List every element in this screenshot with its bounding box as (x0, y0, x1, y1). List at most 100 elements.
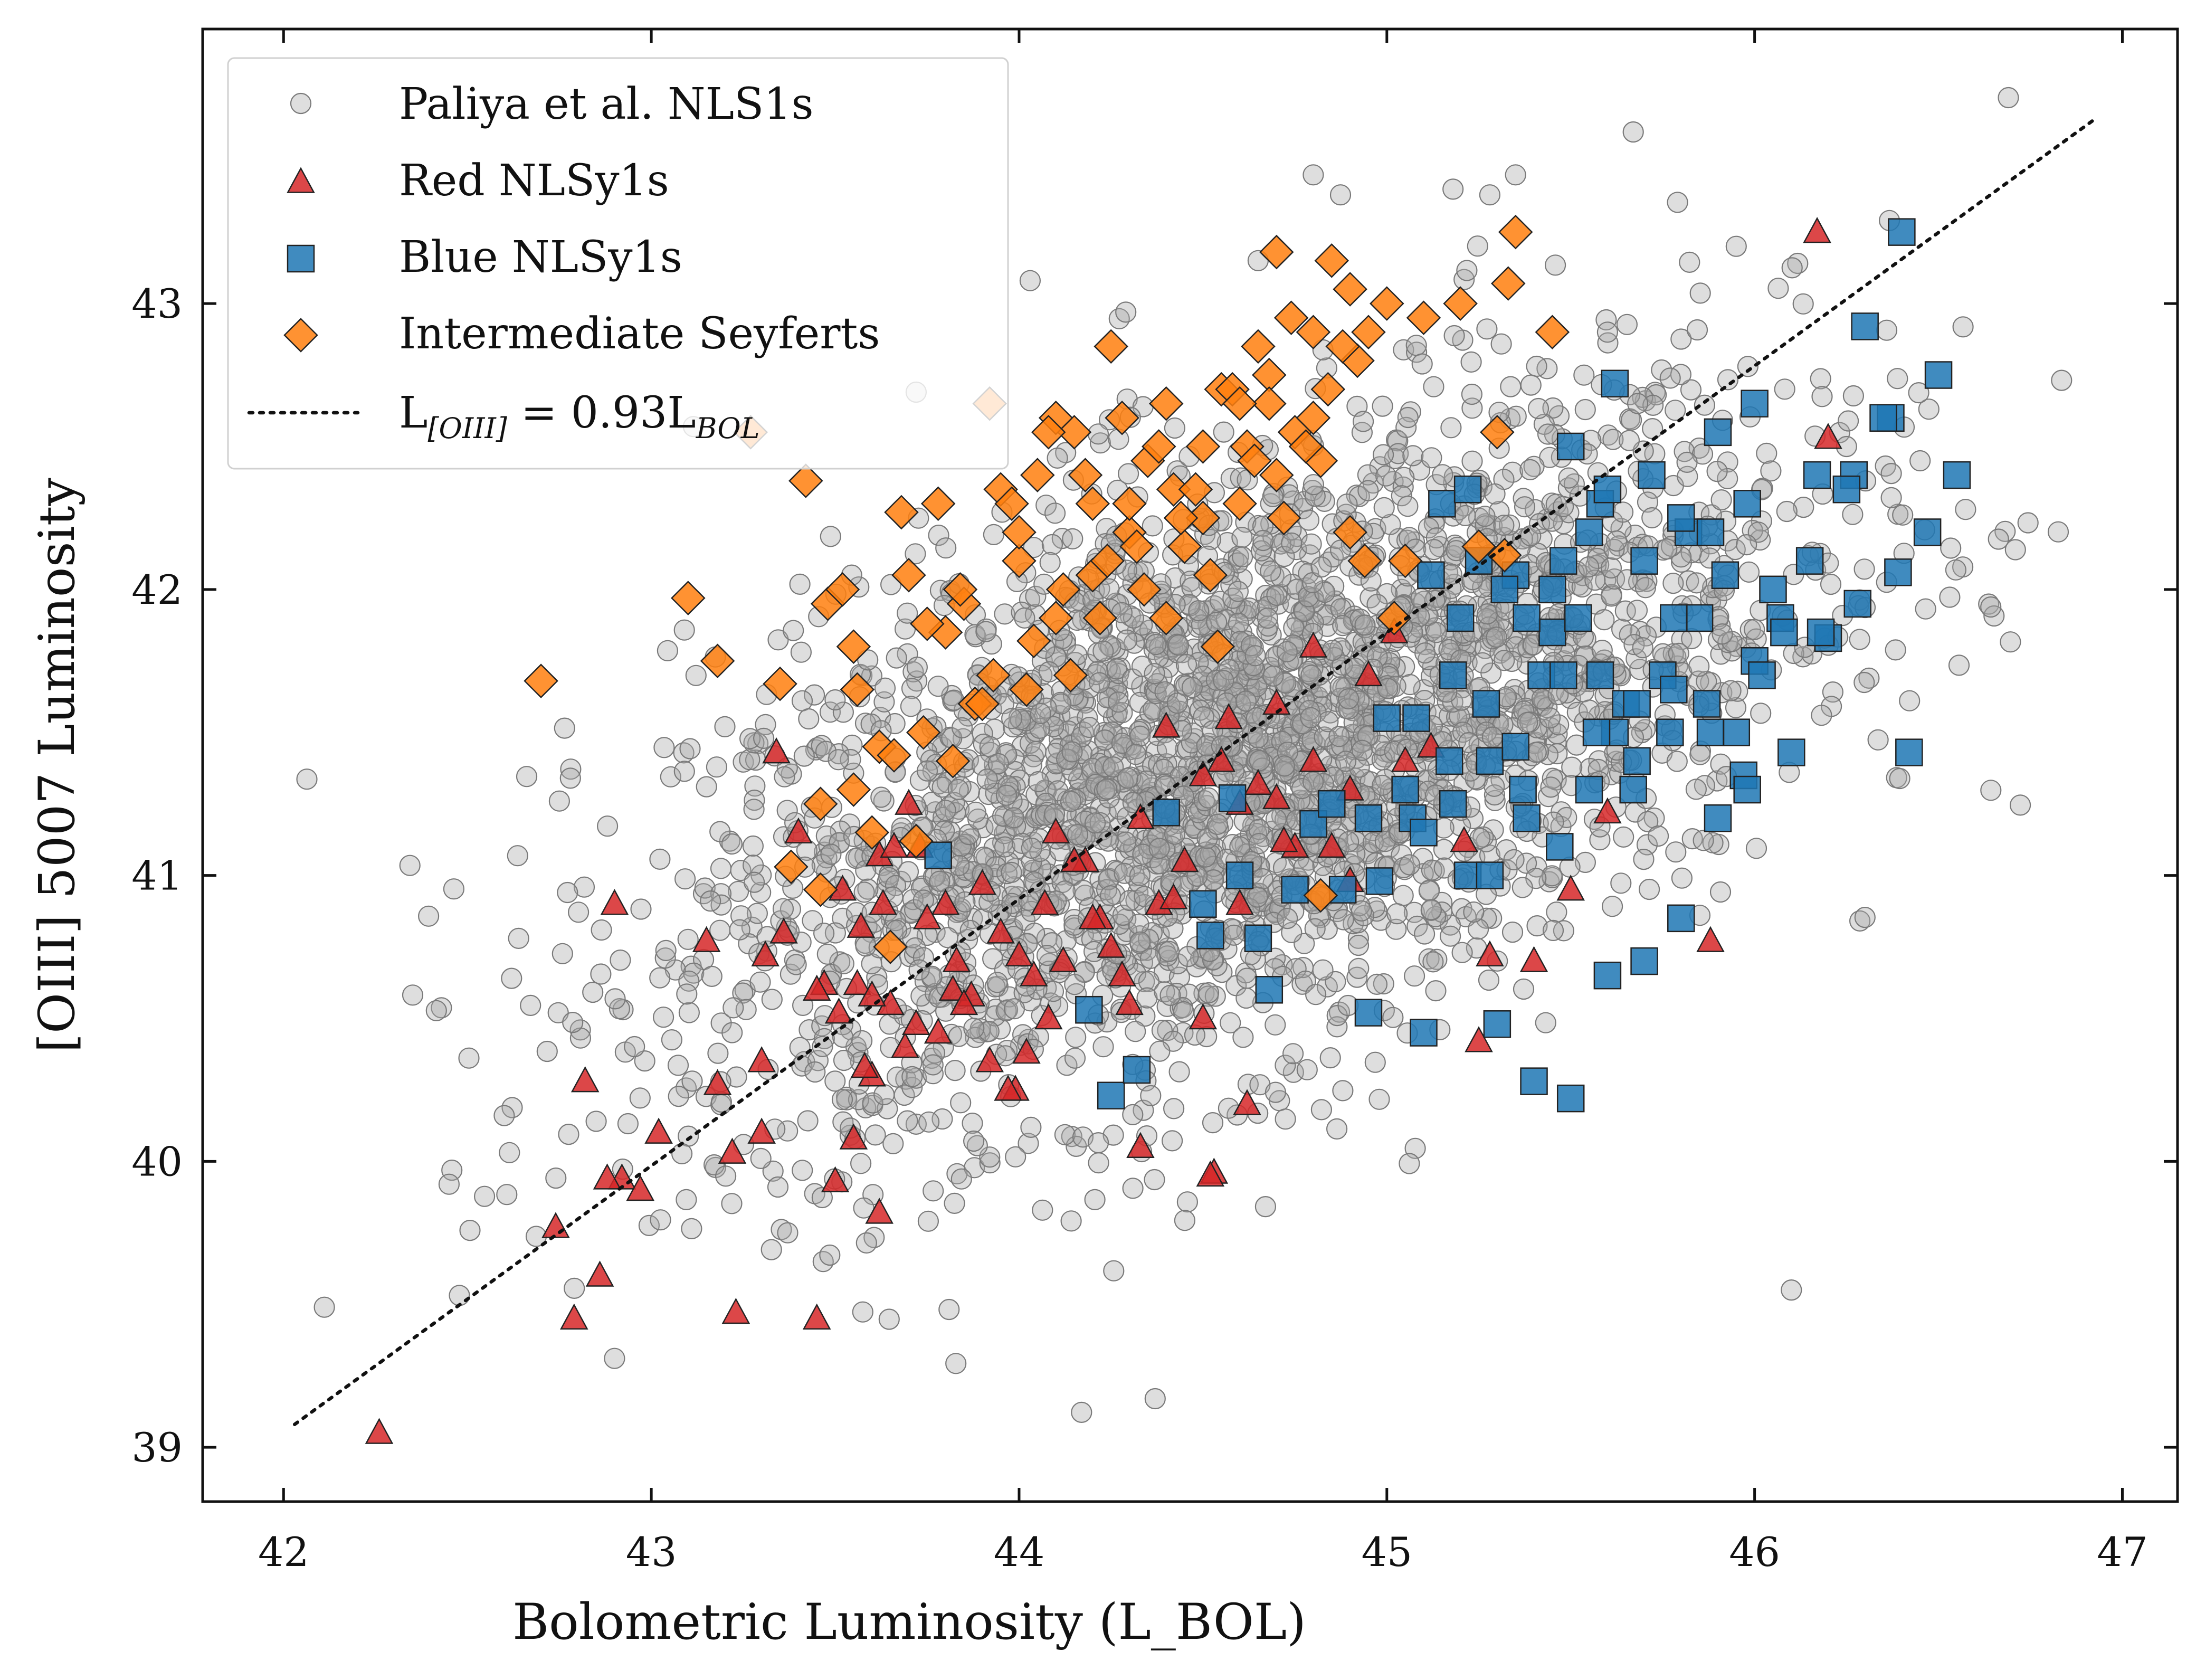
blue-nlsy1-point (1556, 432, 1585, 461)
paliya-point (1117, 767, 1138, 789)
paliya-point (1032, 1199, 1053, 1221)
paliya-point (1232, 1027, 1254, 1048)
paliya-point (1023, 537, 1044, 558)
paliya-point (1176, 1191, 1198, 1213)
paliya-point (1621, 409, 1642, 431)
paliya-point (721, 1022, 743, 1043)
paliya-point (1685, 779, 1707, 800)
legend-marker-blue (287, 244, 315, 273)
paliya-point (1035, 495, 1057, 516)
paliya-point (1648, 825, 1669, 847)
blue-nlsy1-point (1924, 361, 1953, 389)
paliya-point (673, 619, 695, 641)
paliya-point (1060, 791, 1082, 812)
paliya-point (1281, 532, 1303, 554)
paliya-point (1399, 1153, 1420, 1174)
paliya-point (1399, 854, 1421, 876)
paliya-point (1084, 1189, 1106, 1210)
blue-nlsy1-point (1733, 775, 1761, 804)
paliya-point (767, 629, 789, 651)
paliya-point (1854, 906, 1876, 928)
paliya-point (1116, 629, 1138, 651)
paliya-point (1174, 1210, 1195, 1231)
paliya-point (1618, 430, 1640, 451)
paliya-point (1426, 948, 1448, 970)
paliya-point (1310, 556, 1332, 578)
paliya-point (438, 1173, 460, 1195)
paliya-point (1410, 587, 1432, 610)
blue-nlsy1-point (1582, 718, 1611, 746)
paliya-point (569, 1019, 591, 1041)
paliya-point (558, 1124, 579, 1145)
blue-nlsy1-point (1513, 604, 1541, 632)
paliya-point (661, 1029, 683, 1051)
blue-nlsy1-point (1638, 461, 1666, 489)
paliya-point (1103, 1260, 1125, 1282)
x-tick-label: 43 (626, 1529, 677, 1575)
blue-nlsy1-point (1696, 518, 1725, 546)
paliya-point (1206, 813, 1228, 835)
paliya-point (1579, 699, 1600, 721)
paliya-point (1425, 622, 1447, 643)
paliya-point (710, 883, 732, 905)
paliya-point (1001, 708, 1023, 729)
legend-label-blue: Blue NLSy1s (399, 232, 682, 282)
paliya-point (1405, 335, 1427, 356)
y-tick-label: 43 (131, 280, 183, 327)
paliya-point (1688, 656, 1710, 677)
paliya-point (1061, 741, 1083, 763)
blue-nlsy1-point (1075, 995, 1103, 1024)
paliya-point (824, 689, 846, 711)
paliya-point (1463, 901, 1485, 923)
paliya-point (1637, 491, 1659, 513)
paliya-point (1368, 1088, 1390, 1110)
blue-nlsy1-point (1733, 490, 1761, 518)
paliya-point (853, 881, 875, 903)
paliya-point (820, 843, 842, 865)
paliya-point (1490, 333, 1512, 355)
paliya-point (833, 1049, 855, 1071)
blue-nlsy1-point (1549, 661, 1577, 689)
paliya-point (1706, 460, 1728, 482)
paliya-point (771, 1219, 792, 1240)
blue-nlsy1-point (1693, 690, 1721, 718)
paliya-point (653, 737, 675, 758)
paliya-point (776, 800, 798, 821)
paliya-point (402, 984, 424, 1006)
paliya-point (1088, 1132, 1109, 1154)
paliya-point (655, 939, 677, 962)
paliya-point (935, 800, 956, 821)
paliya-point (1335, 751, 1357, 772)
paliya-point (1021, 754, 1043, 776)
paliya-point (1479, 184, 1500, 206)
blue-nlsy1-point (1446, 604, 1475, 632)
paliya-point (1460, 351, 1482, 373)
paliya-point (1108, 308, 1130, 329)
paliya-point (1060, 1210, 1082, 1232)
paliya-point (820, 526, 841, 547)
paliya-point (1725, 697, 1747, 718)
paliya-point (1542, 919, 1564, 942)
paliya-point (552, 943, 573, 964)
paliya-point (536, 1040, 558, 1062)
paliya-point (696, 776, 717, 798)
paliya-point (1414, 923, 1436, 945)
paliya-point (1516, 852, 1537, 874)
paliya-point (813, 922, 835, 944)
paliya-point (739, 749, 760, 771)
paliya-point (1300, 533, 1322, 555)
paliya-point (1393, 339, 1414, 360)
paliya-point (1067, 824, 1089, 846)
paliya-point (1377, 678, 1399, 699)
blue-nlsy1-point (1895, 738, 1923, 766)
paliya-point (1129, 931, 1151, 953)
paliya-point (1493, 515, 1515, 536)
paliya-point (1781, 1279, 1802, 1301)
paliya-point (1375, 465, 1397, 487)
paliya-point (964, 1027, 986, 1048)
blue-nlsy1-point (1759, 575, 1787, 604)
paliya-point (901, 678, 923, 699)
paliya-point (443, 878, 465, 900)
paliya-point (1054, 1124, 1076, 1145)
blue-nlsy1-point (1704, 418, 1732, 447)
